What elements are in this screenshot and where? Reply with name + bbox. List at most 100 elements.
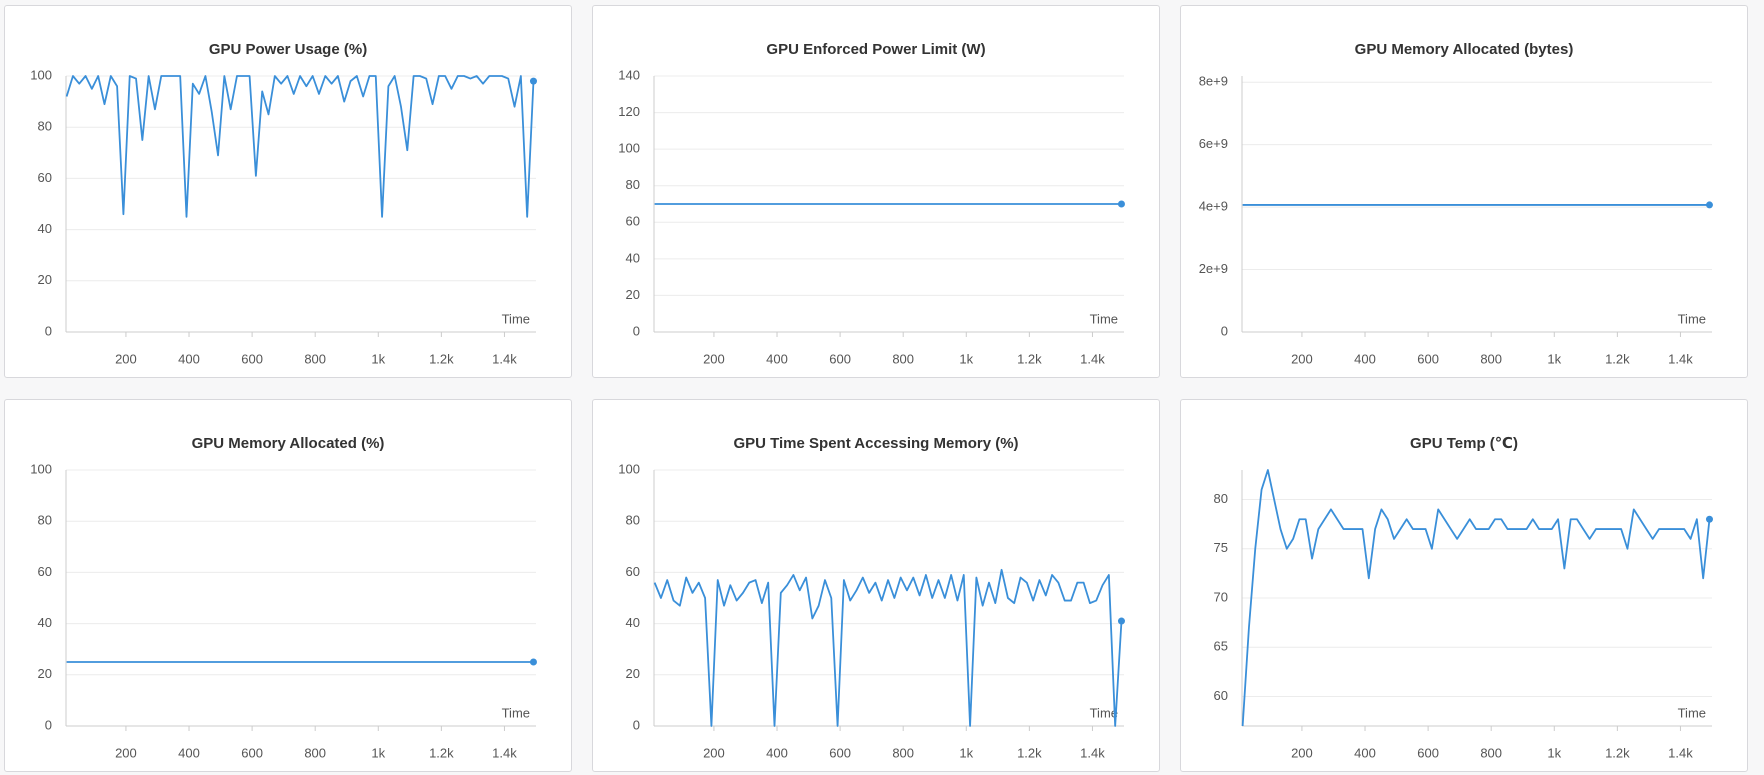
x-tick-label: 800 xyxy=(892,351,914,366)
x-tick-label: 1.4k xyxy=(1668,351,1693,366)
y-tick-label: 4e+9 xyxy=(1199,199,1228,214)
y-tick-label: 20 xyxy=(626,666,640,681)
x-tick-label: 200 xyxy=(703,351,725,366)
x-tick-label: 1.4k xyxy=(1080,351,1105,366)
y-tick-label: 0 xyxy=(45,323,52,338)
x-tick-label: 200 xyxy=(1291,745,1313,760)
chart: GPU Enforced Power Limit (W) 0 20 40 60 80 100… xyxy=(618,41,1125,366)
y-tick-label: 100 xyxy=(618,141,640,156)
y-tick-label: 20 xyxy=(626,287,640,302)
y-tick-label: 40 xyxy=(626,615,640,630)
chart: GPU Time Spent Accessing Memory (%) 0 20 40… xyxy=(618,435,1125,760)
x-tick-label: 600 xyxy=(1417,351,1439,366)
x-tick-label: 1k xyxy=(1547,351,1561,366)
x-tick-label: 1k xyxy=(959,351,973,366)
x-axis-label: Time xyxy=(502,705,530,720)
y-tick-label: 80 xyxy=(38,119,52,134)
y-tick-label: 40 xyxy=(626,250,640,265)
y-tick-label: 100 xyxy=(30,67,52,82)
chart-panel: GPU Enforced Power Limit (W) 0 20 40 60 80 100… xyxy=(592,5,1160,378)
chart-panel: GPU Temp (℃) 60 65 70 75 80 200 400 600 800 1k 1.2k… xyxy=(1180,399,1748,772)
chart-title: GPU Time Spent Accessing Memory (%) xyxy=(733,435,1018,452)
x-tick-label: 1.4k xyxy=(492,745,517,760)
chart: GPU Power Usage (%) 0 20 40 60 80 100 200 400 600… xyxy=(30,41,537,366)
chart-title: GPU Temp (℃) xyxy=(1410,435,1518,452)
x-tick-label: 1.2k xyxy=(429,745,454,760)
x-tick-label: 400 xyxy=(766,745,788,760)
y-tick-label: 60 xyxy=(38,564,52,579)
chart-panel: GPU Memory Allocated (bytes) 0 2e+9 4e+9 6e+… xyxy=(1180,5,1748,378)
last-point xyxy=(1117,617,1125,625)
x-tick-label: 800 xyxy=(1480,351,1502,366)
y-tick-label: 6e+9 xyxy=(1199,136,1228,151)
x-tick-label: 1.4k xyxy=(1080,745,1105,760)
y-tick-label: 75 xyxy=(1214,540,1228,555)
x-axis-label: Time xyxy=(1678,705,1706,720)
y-tick-label: 140 xyxy=(618,67,640,82)
y-tick-label: 80 xyxy=(1214,491,1228,506)
x-tick-label: 600 xyxy=(241,745,263,760)
y-tick-label: 0 xyxy=(1221,323,1228,338)
x-tick-label: 1.2k xyxy=(1605,745,1630,760)
y-tick-label: 20 xyxy=(38,666,52,681)
y-tick-label: 0 xyxy=(633,323,640,338)
x-tick-label: 200 xyxy=(703,745,725,760)
series-line xyxy=(1241,469,1711,727)
y-tick-label: 2e+9 xyxy=(1199,261,1228,276)
y-tick-label: 80 xyxy=(626,177,640,192)
y-tick-label: 100 xyxy=(30,461,52,476)
chart-panel: GPU Time Spent Accessing Memory (%) 0 20 40… xyxy=(592,399,1160,772)
x-tick-label: 1.2k xyxy=(1605,351,1630,366)
last-point xyxy=(529,658,537,666)
last-point xyxy=(1705,515,1713,523)
x-tick-label: 600 xyxy=(829,745,851,760)
chart: GPU Temp (℃) 60 65 70 75 80 200 400 600 800 1k 1.2k… xyxy=(1214,435,1713,760)
last-point xyxy=(1117,200,1125,208)
x-tick-label: 400 xyxy=(766,351,788,366)
x-tick-label: 200 xyxy=(115,745,137,760)
chart-panel: GPU Power Usage (%) 0 20 40 60 80 100 200 400 600… xyxy=(4,5,572,378)
y-tick-label: 65 xyxy=(1214,639,1228,654)
chart-title: GPU Memory Allocated (bytes) xyxy=(1355,41,1574,58)
x-tick-label: 800 xyxy=(304,351,326,366)
chart-title: GPU Memory Allocated (%) xyxy=(192,435,385,452)
x-tick-label: 1.2k xyxy=(1017,351,1042,366)
y-tick-label: 60 xyxy=(1214,688,1228,703)
x-tick-label: 400 xyxy=(178,745,200,760)
x-tick-label: 1.2k xyxy=(429,351,454,366)
x-tick-label: 1.2k xyxy=(1017,745,1042,760)
chart-panel: GPU Memory Allocated (%) 0 20 40 60 80 100 200 4… xyxy=(4,399,572,772)
y-tick-label: 100 xyxy=(618,461,640,476)
x-tick-label: 1k xyxy=(1547,745,1561,760)
last-point xyxy=(529,77,537,85)
x-tick-label: 600 xyxy=(1417,745,1439,760)
x-tick-label: 200 xyxy=(1291,351,1313,366)
x-axis-label: Time xyxy=(502,311,530,326)
y-tick-label: 60 xyxy=(626,564,640,579)
x-tick-label: 200 xyxy=(115,351,137,366)
x-tick-label: 1.4k xyxy=(1668,745,1693,760)
x-tick-label: 800 xyxy=(892,745,914,760)
x-axis-label: Time xyxy=(1678,311,1706,326)
y-tick-label: 60 xyxy=(626,214,640,229)
last-point xyxy=(1705,201,1713,209)
series-line xyxy=(653,568,1123,727)
y-tick-label: 80 xyxy=(38,513,52,528)
x-tick-label: 1.4k xyxy=(492,351,517,366)
x-tick-label: 1k xyxy=(371,745,385,760)
y-tick-label: 0 xyxy=(45,717,52,732)
x-tick-label: 800 xyxy=(304,745,326,760)
x-axis-label: Time xyxy=(1090,705,1118,720)
chart-title: GPU Power Usage (%) xyxy=(209,41,367,58)
y-tick-label: 60 xyxy=(38,170,52,185)
chart: GPU Memory Allocated (bytes) 0 2e+9 4e+9 6e+… xyxy=(1199,41,1713,366)
x-axis-label: Time xyxy=(1090,311,1118,326)
y-tick-label: 70 xyxy=(1214,589,1228,604)
y-tick-label: 120 xyxy=(618,104,640,119)
y-tick-label: 0 xyxy=(633,717,640,732)
chart: GPU Memory Allocated (%) 0 20 40 60 80 100 200 4… xyxy=(30,435,537,760)
chart-title: GPU Enforced Power Limit (W) xyxy=(766,41,985,58)
y-tick-label: 80 xyxy=(626,513,640,528)
x-tick-label: 400 xyxy=(178,351,200,366)
